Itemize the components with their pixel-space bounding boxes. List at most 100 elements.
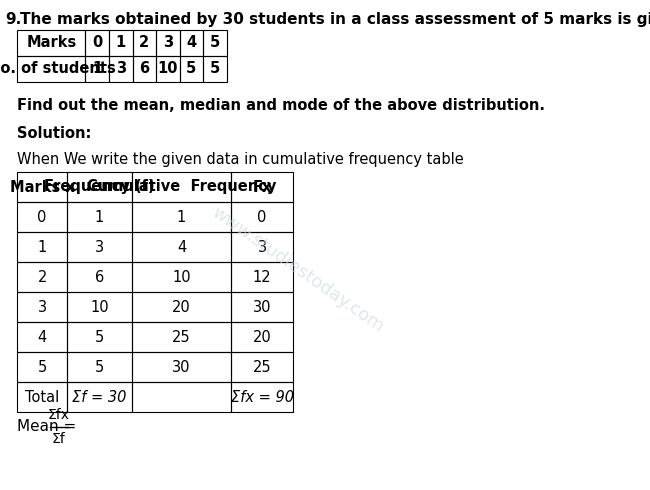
Text: 3: 3 [95, 240, 104, 254]
Text: When We write the given data in cumulative frequency table: When We write the given data in cumulati… [18, 152, 464, 167]
Bar [133, 30, 156, 56]
Text: Cumulative  Frequency: Cumulative Frequency [87, 179, 276, 195]
Text: 20: 20 [253, 329, 272, 344]
Bar [132, 322, 231, 352]
Text: Fx: Fx [252, 179, 272, 195]
Text: www.studiestoday.com: www.studiestoday.com [208, 204, 387, 336]
Bar [67, 262, 132, 292]
Bar [203, 56, 227, 82]
Text: 30: 30 [172, 360, 190, 374]
Bar [67, 202, 132, 232]
Bar [18, 172, 67, 202]
Bar [18, 322, 67, 352]
Text: 0: 0 [38, 210, 47, 224]
Text: Σf: Σf [52, 432, 66, 446]
Text: No. of students: No. of students [0, 62, 115, 76]
Bar [133, 56, 156, 82]
Bar [231, 322, 293, 352]
Text: Find out the mean, median and mode of the above distribution.: Find out the mean, median and mode of th… [18, 98, 545, 113]
Bar [231, 262, 293, 292]
Text: 10: 10 [172, 270, 191, 285]
Bar [231, 292, 293, 322]
Bar [67, 352, 132, 382]
Text: 2: 2 [38, 270, 47, 285]
Bar [18, 202, 67, 232]
Bar [231, 202, 293, 232]
Bar [132, 262, 231, 292]
Text: 6: 6 [139, 62, 150, 76]
Text: Total: Total [25, 390, 59, 405]
Text: 5: 5 [95, 360, 104, 374]
Text: 4: 4 [177, 240, 186, 254]
Text: 1: 1 [177, 210, 186, 224]
Bar [132, 202, 231, 232]
Text: Σfx: Σfx [48, 408, 70, 422]
Text: Frequency (f): Frequency (f) [44, 179, 155, 195]
Text: Marks x: Marks x [10, 179, 75, 195]
Text: Mean =: Mean = [18, 418, 81, 434]
Text: 9.: 9. [5, 12, 21, 27]
Bar [18, 292, 67, 322]
Bar [109, 56, 133, 82]
Text: The marks obtained by 30 students in a class assessment of 5 marks is given belo: The marks obtained by 30 students in a c… [20, 12, 650, 27]
Text: Solution:: Solution: [18, 126, 92, 141]
Text: 25: 25 [172, 329, 191, 344]
Bar [179, 56, 203, 82]
Text: 1: 1 [116, 35, 126, 50]
Bar [67, 172, 132, 202]
Text: 5: 5 [210, 62, 220, 76]
Text: 3: 3 [38, 299, 47, 315]
Text: Σfx = 90: Σfx = 90 [231, 390, 294, 405]
Bar [179, 30, 203, 56]
Text: 4: 4 [187, 35, 196, 50]
Bar [67, 382, 132, 412]
Text: 10: 10 [90, 299, 109, 315]
Text: 25: 25 [253, 360, 272, 374]
Text: 3: 3 [163, 35, 173, 50]
Text: 10: 10 [158, 62, 178, 76]
Text: 0: 0 [92, 35, 103, 50]
Bar [156, 56, 179, 82]
Bar [18, 232, 67, 262]
Text: 0: 0 [257, 210, 266, 224]
Bar [18, 56, 86, 82]
Bar [67, 232, 132, 262]
Bar [67, 322, 132, 352]
Bar [156, 30, 179, 56]
Bar [231, 172, 293, 202]
Text: 6: 6 [95, 270, 104, 285]
Bar [203, 30, 227, 56]
Bar [132, 172, 231, 202]
Bar [132, 382, 231, 412]
Bar [132, 292, 231, 322]
Bar [67, 292, 132, 322]
Text: 5: 5 [95, 329, 104, 344]
Bar [18, 30, 86, 56]
Bar [18, 262, 67, 292]
Text: 1: 1 [38, 240, 47, 254]
Bar [231, 232, 293, 262]
Text: 3: 3 [116, 62, 126, 76]
Text: 5: 5 [210, 35, 220, 50]
Text: 5: 5 [187, 62, 196, 76]
Text: 30: 30 [253, 299, 271, 315]
Bar [109, 30, 133, 56]
Bar [231, 382, 293, 412]
Text: 1: 1 [92, 62, 103, 76]
Bar [132, 232, 231, 262]
Text: 4: 4 [38, 329, 47, 344]
Text: 2: 2 [139, 35, 150, 50]
Bar [18, 382, 67, 412]
Text: 20: 20 [172, 299, 191, 315]
Bar [18, 352, 67, 382]
Text: 1: 1 [95, 210, 104, 224]
Text: Marks: Marks [26, 35, 77, 50]
Bar [86, 56, 109, 82]
Text: 3: 3 [257, 240, 266, 254]
Text: 12: 12 [253, 270, 272, 285]
Bar [132, 352, 231, 382]
Bar [86, 30, 109, 56]
Text: 5: 5 [38, 360, 47, 374]
Bar [231, 352, 293, 382]
Text: Σf = 30: Σf = 30 [72, 390, 127, 405]
